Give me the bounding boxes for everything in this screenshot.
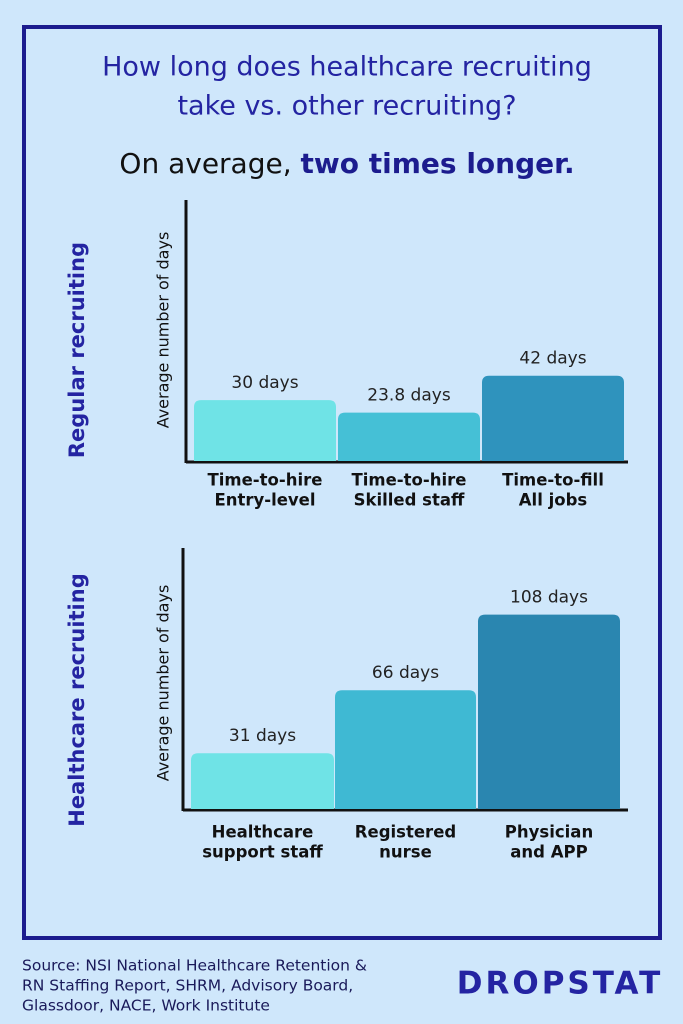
y-axis-label: Average number of days [154, 585, 173, 782]
bar [194, 400, 336, 461]
category-label: Physician [505, 823, 593, 842]
source-line: Source: NSI National Healthcare Retentio… [22, 957, 367, 975]
category-label: Entry-level [214, 491, 315, 510]
title-line: How long does healthcare recruiting [102, 52, 592, 83]
value-label: 30 days [231, 373, 298, 393]
subtitle-normal: On average, [119, 147, 291, 180]
bar [482, 375, 624, 461]
value-label: 66 days [372, 663, 439, 683]
brand-logo: DROPSTAT [457, 966, 663, 1002]
value-label: 31 days [229, 726, 296, 746]
category-label: nurse [379, 843, 432, 862]
value-label: 42 days [519, 349, 586, 369]
source-line: Glassdoor, NACE, Work Institute [22, 997, 270, 1015]
y-axis-label: Average number of days [154, 232, 173, 429]
source-line: RN Staffing Report, SHRM, Advisory Board… [22, 977, 353, 995]
category-label: Healthcare [212, 823, 314, 842]
section-label: Regular recruiting [65, 242, 89, 458]
bar [335, 690, 476, 809]
frame [22, 25, 662, 940]
subtitle: On average, two times longer. [119, 147, 574, 180]
category-label: and APP [510, 843, 587, 862]
section-label: Healthcare recruiting [65, 573, 89, 826]
category-label: Registered [355, 823, 456, 842]
category-label: Time-to-hire [208, 471, 323, 490]
bar [191, 753, 334, 809]
category-label: support staff [202, 843, 323, 862]
category-label: Time-to-hire [352, 471, 467, 490]
title-line: take vs. other recruiting? [177, 91, 516, 122]
subtitle-bold: two times longer. [301, 147, 575, 180]
bar [338, 412, 480, 461]
category-label: Skilled staff [354, 491, 465, 510]
category-label: All jobs [519, 491, 588, 510]
value-label: 23.8 days [367, 386, 451, 406]
category-label: Time-to-fill [502, 471, 604, 490]
value-label: 108 days [510, 588, 588, 608]
bar [478, 614, 620, 809]
